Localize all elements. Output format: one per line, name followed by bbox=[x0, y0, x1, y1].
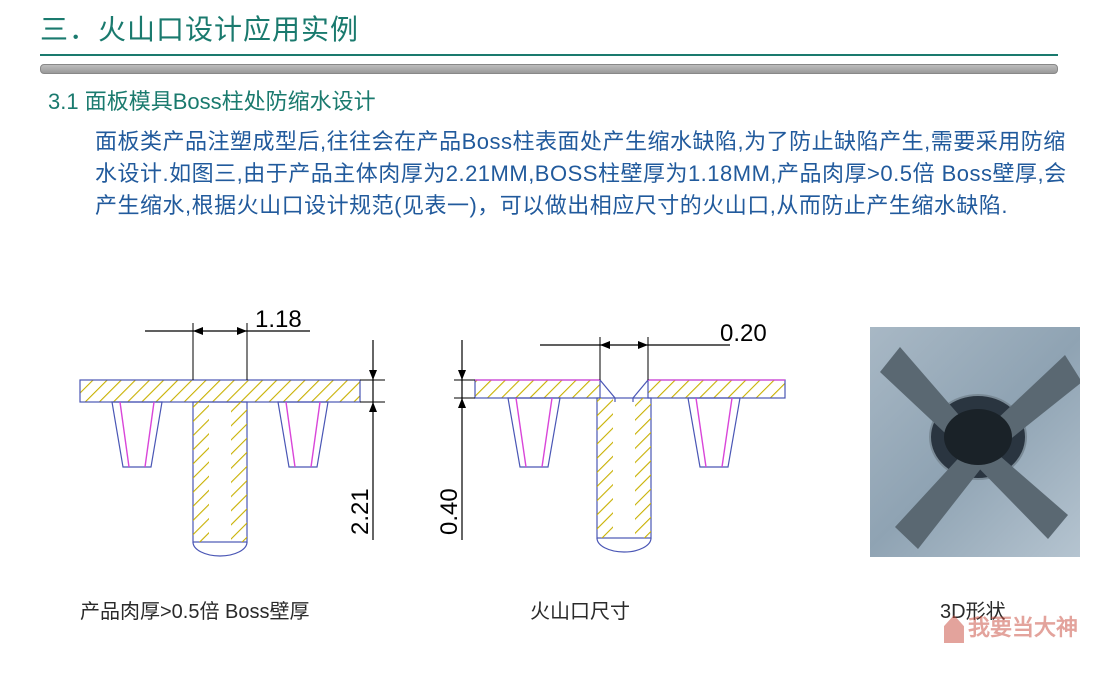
divider-bar bbox=[40, 64, 1058, 74]
page-title: 三．火山口设计应用实例 bbox=[0, 0, 1098, 52]
caption-left: 产品肉厚>0.5倍 Boss壁厚 bbox=[80, 595, 310, 624]
diagrams-area: 1.18 2.21 bbox=[0, 295, 1098, 635]
svg-text:1.18: 1.18 bbox=[255, 306, 302, 333]
section-subtitle: 3.1 面板模具Boss柱处防缩水设计 bbox=[48, 84, 1098, 116]
render-3d-shape bbox=[870, 327, 1080, 557]
svg-text:0.20: 0.20 bbox=[720, 320, 767, 347]
title-underline bbox=[40, 54, 1058, 56]
caption-right: 3D形状 bbox=[940, 595, 1006, 624]
diagram-boss-section: 1.18 2.21 bbox=[50, 295, 390, 595]
svg-text:0.40: 0.40 bbox=[436, 488, 463, 535]
svg-text:2.21: 2.21 bbox=[347, 488, 374, 535]
caption-mid: 火山口尺寸 bbox=[530, 595, 630, 624]
body-paragraph: 面板类产品注塑成型后,往往会在产品Boss柱表面处产生缩水缺陷,为了防止缺陷产生… bbox=[95, 126, 1075, 222]
diagram-crater-section: 0.20 0.40 bbox=[420, 295, 820, 595]
